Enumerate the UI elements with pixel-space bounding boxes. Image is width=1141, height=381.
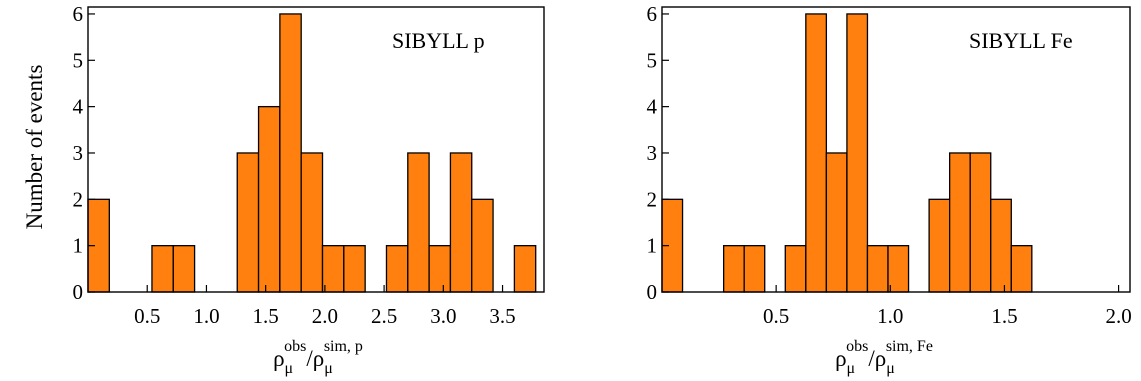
histogram-bar — [343, 245, 366, 293]
histogram-panel-sibyll-p: 0 1 2 3 4 5 6 0.5 1.0 1.5 2.0 2.5 3.0 3.5 SIBYLL p ρμob… — [73, 2, 545, 377]
histogram-bar — [866, 245, 889, 293]
histogram-bar — [385, 245, 409, 293]
x-tick-label: 1.5 — [991, 304, 1017, 328]
y-tick-label: 0 — [647, 280, 658, 304]
x-axis-title: ρμobs/ρμsim, p — [273, 338, 363, 377]
x-axis-title: ρμobs/ρμsim, Fe — [835, 338, 933, 377]
y-tick-label: 5 — [73, 48, 84, 72]
x-tick-label: 1.0 — [193, 304, 219, 328]
histogram-bar — [279, 13, 302, 293]
histogram-bar — [513, 245, 537, 293]
x-tick-label: 3.5 — [489, 304, 515, 328]
panel-label: SIBYLL Fe — [969, 28, 1073, 53]
histogram-bar — [151, 245, 174, 293]
histogram-bar — [948, 152, 971, 293]
histogram-bar — [928, 198, 951, 293]
histogram-bar — [990, 198, 1012, 293]
y-tick-label: 3 — [73, 141, 84, 165]
y-tick-label: 4 — [647, 95, 658, 119]
histogram-bar — [1010, 245, 1033, 293]
y-tick-label: 2 — [73, 187, 84, 211]
x-tick-label: 1.5 — [253, 304, 279, 328]
histogram-bar — [825, 152, 848, 293]
y-tick-label: 1 — [647, 234, 658, 258]
x-tick-label: 3.0 — [430, 304, 456, 328]
histogram-bar — [846, 13, 869, 293]
y-axis-title: Number of events — [22, 65, 47, 230]
histogram-panel-sibyll-fe: 0 1 2 3 4 5 6 0.5 1.0 1.5 2.0 SIBYLL Fe ρμobs/ρμsim,… — [647, 2, 1132, 377]
y-tick-label: 6 — [73, 2, 84, 26]
histogram-bar — [257, 105, 281, 293]
y-tick-label: 1 — [73, 234, 84, 258]
histogram-bar — [805, 13, 828, 293]
histogram-bar — [407, 152, 430, 293]
histogram-bar — [784, 245, 807, 293]
x-tick-label: 2.5 — [371, 304, 397, 328]
histogram-bar — [743, 245, 766, 293]
histogram-bar — [887, 245, 910, 293]
histogram-bar — [449, 152, 473, 293]
y-tick-label: 3 — [647, 141, 658, 165]
histogram-bar — [722, 245, 745, 293]
x-tick-label: 1.0 — [877, 304, 903, 328]
histogram-bar — [471, 198, 494, 293]
plot-frame — [661, 6, 1131, 293]
x-tick-label: 0.5 — [134, 304, 160, 328]
y-tick-label: 4 — [73, 95, 84, 119]
plot-frame — [87, 6, 545, 293]
y-tick-label: 6 — [647, 2, 658, 26]
y-tick-label: 2 — [647, 187, 658, 211]
histogram-bar — [428, 245, 452, 293]
histogram-bar — [236, 152, 260, 293]
x-tick-label: 0.5 — [763, 304, 789, 328]
histogram-bar — [969, 152, 992, 293]
histogram-bar — [300, 152, 324, 293]
x-tick-label: 2.0 — [1105, 304, 1131, 328]
histogram-bar — [321, 245, 345, 293]
panel-label: SIBYLL p — [392, 28, 485, 53]
x-tick-label: 2.0 — [312, 304, 338, 328]
histogram-bar — [172, 245, 196, 293]
y-tick-label: 5 — [647, 48, 658, 72]
y-tick-label: 0 — [73, 280, 84, 304]
